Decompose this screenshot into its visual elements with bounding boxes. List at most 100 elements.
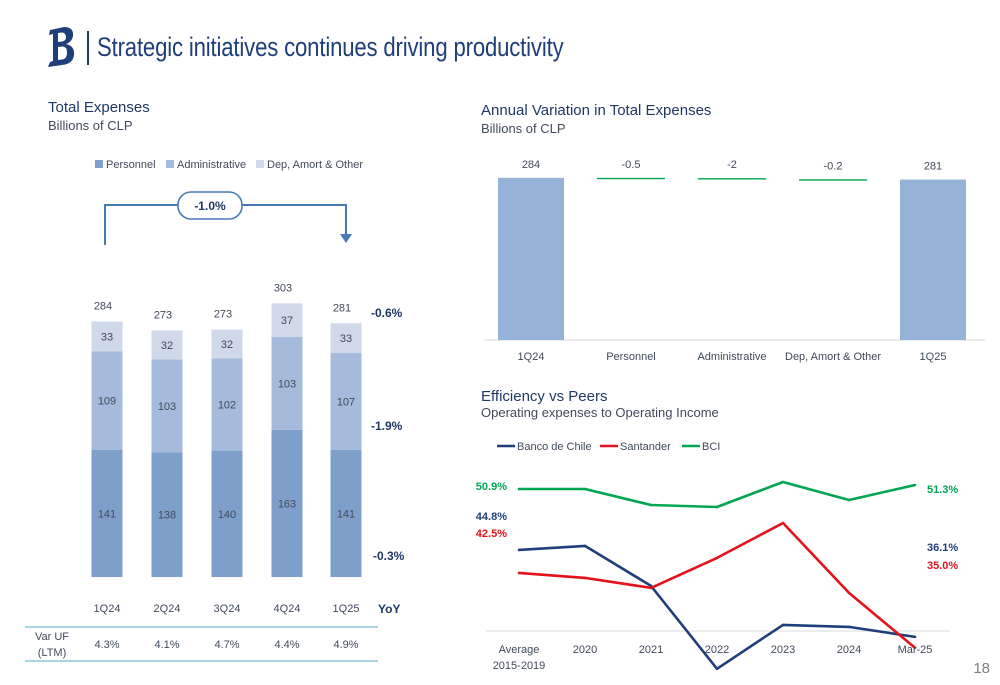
- waterfall-label-1q25: 281: [924, 161, 942, 173]
- efficiency-tick-average-2015-2019-line2: 2015-2019: [493, 660, 546, 672]
- waterfall-label-personnel: -0.5: [622, 159, 641, 171]
- waterfall-bar-1q24: [498, 177, 564, 340]
- point-banco-de-chile-2022: [715, 667, 719, 671]
- waterfall-bar-administrative: [698, 178, 766, 180]
- point-santander-2021: [649, 586, 653, 590]
- start-label-bci: 50.9%: [476, 481, 507, 493]
- bar-label-dep-amort-other-2q24: 32: [161, 340, 173, 352]
- yoy-header: YoY: [378, 602, 400, 616]
- point-santander-2023: [781, 521, 785, 525]
- bar-label-personnel-4q24: 163: [278, 498, 296, 510]
- efficiency-tick-2022: 2022: [705, 644, 729, 656]
- yoy-dep-value: -0.6%: [371, 306, 403, 320]
- change-bubble-label: -1.0%: [194, 199, 226, 213]
- bar-label-administrative-1q24: 109: [98, 395, 116, 407]
- point-santander-mar-25: [913, 646, 917, 650]
- bar-personnel-2q24: [151, 452, 183, 577]
- point-bci-2021: [649, 503, 653, 507]
- bank-logo: [48, 27, 75, 67]
- point-bci-mar-25: [913, 483, 917, 487]
- bar-personnel-1q24: [91, 449, 123, 577]
- waterfall-bar-dep-amort-other: [799, 179, 867, 181]
- waterfall-tick-1q25: 1Q25: [920, 351, 947, 363]
- waterfall-bar-personnel: [597, 177, 665, 180]
- waterfall-label-administrative: -2: [727, 159, 737, 171]
- point-bci-2023: [781, 480, 785, 484]
- title-separator: [87, 31, 89, 65]
- bar-dep-amort-other-1q24: [91, 321, 123, 352]
- bar-label-dep-amort-other-1q25: 33: [340, 333, 352, 345]
- x-tick-1q24: 1Q24: [94, 603, 121, 615]
- x-tick-4q24: 4Q24: [274, 603, 301, 615]
- legend-label-administrative: Administrative: [177, 159, 246, 171]
- total-label-1q25: 281: [333, 302, 351, 314]
- point-bci-2022: [715, 505, 719, 509]
- var-uf-label-line2: (LTM): [38, 647, 67, 659]
- legend-swatch-personnel: [95, 160, 103, 168]
- var-uf-value-2q24: 4.1%: [154, 639, 179, 651]
- bar-label-administrative-2q24: 103: [158, 401, 176, 413]
- var-uf-label-line1: Var UF: [35, 631, 69, 643]
- line-bci: [519, 480, 916, 509]
- point-banco-de-chile-mar-25: [913, 635, 917, 639]
- bar-administrative-3q24: [211, 358, 243, 451]
- legend-label-bci: BCI: [702, 441, 720, 453]
- start-label-banco-de-chile: 44.8%: [476, 511, 507, 523]
- end-label-santander: 35.0%: [927, 560, 958, 572]
- bar-label-administrative-4q24: 103: [278, 378, 296, 390]
- yoy-personnel-value: -0.3%: [373, 549, 405, 563]
- point-bci-2024: [847, 498, 851, 502]
- waterfall-tick-1q24: 1Q24: [518, 351, 545, 363]
- legend-label-personnel: Personnel: [106, 159, 156, 171]
- efficiency-tick-mar-25: Mar-25: [898, 644, 933, 656]
- point-banco-de-chile-2020: [583, 544, 587, 548]
- bar-label-dep-amort-other-4q24: 37: [281, 315, 293, 327]
- bar-label-administrative-1q25: 107: [337, 396, 355, 408]
- legend-label-banco-de-chile: Banco de Chile: [517, 441, 592, 453]
- annual-variation-title: Annual Variation in Total Expenses: [481, 102, 712, 119]
- efficiency-title: Efficiency vs Peers: [481, 388, 608, 405]
- efficiency-subtitle: Operating expenses to Operating Income: [481, 405, 719, 420]
- x-tick-1q25: 1Q25: [333, 603, 360, 615]
- bar-label-dep-amort-other-1q24: 33: [101, 331, 113, 343]
- efficiency-tick-2021: 2021: [639, 644, 663, 656]
- waterfall-tick-dep-amort-other: Dep, Amort & Other: [785, 351, 881, 363]
- waterfall-tick-personnel: Personnel: [606, 351, 656, 363]
- var-uf-value-3q24: 4.7%: [214, 639, 239, 651]
- bar-dep-amort-other-1q25: [330, 323, 362, 354]
- bar-label-administrative-3q24: 102: [218, 400, 236, 412]
- point-santander-2024: [847, 591, 851, 595]
- bar-dep-amort-other-3q24: [211, 329, 243, 359]
- var-uf-value-1q25: 4.9%: [333, 639, 358, 651]
- end-label-banco-de-chile: 36.1%: [927, 542, 958, 554]
- change-arrow-icon: [340, 234, 352, 243]
- efficiency-tick-average-2015-2019: Average: [499, 644, 540, 656]
- efficiency-tick-2020: 2020: [573, 644, 597, 656]
- legend-label-santander: Santander: [620, 441, 671, 453]
- waterfall-bar-1q25: [900, 179, 966, 340]
- bar-dep-amort-other-2q24: [151, 330, 183, 360]
- legend-swatch-administrative: [166, 160, 174, 168]
- total-label-4q24: 303: [274, 282, 292, 294]
- bar-personnel-4q24: [271, 429, 303, 577]
- x-tick-3q24: 3Q24: [214, 603, 241, 615]
- waterfall-label-1q24: 284: [522, 159, 540, 171]
- bar-label-personnel-1q25: 141: [337, 508, 355, 520]
- annual-variation-subtitle: Billions of CLP: [481, 121, 566, 136]
- point-santander-average-2015-2019: [517, 571, 521, 575]
- point-santander-2020: [583, 576, 587, 580]
- bar-administrative-2q24: [151, 359, 183, 453]
- total-label-1q24: 284: [94, 300, 112, 312]
- change-bubble: [177, 191, 243, 220]
- waterfall-tick-administrative: Administrative: [697, 351, 766, 363]
- efficiency-tick-2023: 2023: [771, 644, 795, 656]
- total-label-2q24: 273: [154, 309, 172, 321]
- bar-label-personnel-1q24: 141: [98, 508, 116, 520]
- total-expenses-title: Total Expenses: [48, 99, 150, 116]
- waterfall-label-dep-amort-other: -0.2: [824, 160, 843, 172]
- bar-personnel-3q24: [211, 450, 243, 577]
- legend-label-dep-amort-other: Dep, Amort & Other: [267, 159, 363, 171]
